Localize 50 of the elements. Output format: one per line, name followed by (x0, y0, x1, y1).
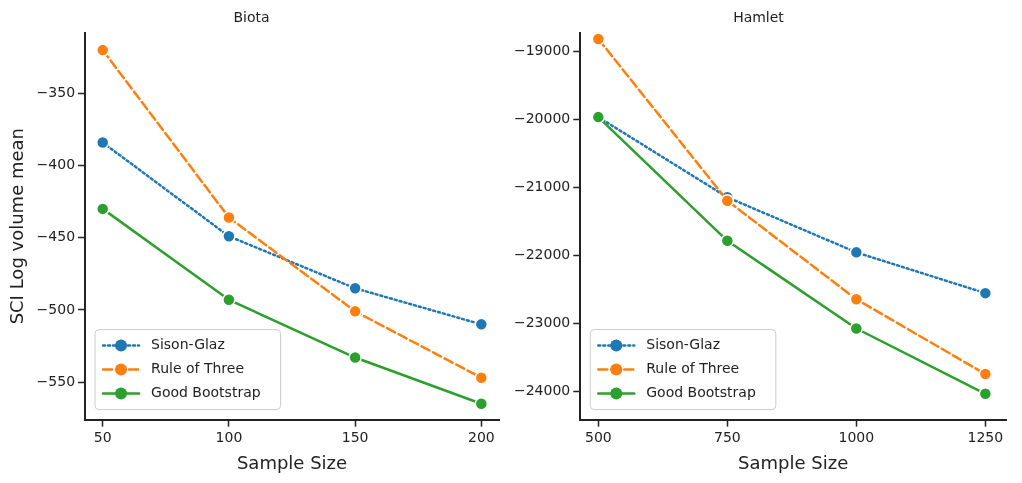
legend-label: Good Bootstrap (151, 384, 261, 401)
point (95, 135, 110, 150)
point (348, 281, 362, 296)
y-tick-label: −20000 (513, 110, 571, 127)
y-tick-label: −400 (36, 156, 76, 173)
point (849, 292, 864, 307)
point (849, 321, 864, 336)
x-tick-label: 1250 (967, 428, 1004, 445)
x-tick-label: 200 (467, 428, 495, 445)
point (348, 304, 362, 319)
x-tick-label: 50 (93, 428, 112, 445)
y-tick-label: −550 (36, 372, 76, 389)
point (222, 293, 236, 307)
point (474, 317, 489, 332)
legend-label: Rule of Three (151, 360, 245, 377)
y-tick-label: −21000 (513, 178, 571, 195)
y-axis-title: SCI Log volume mean (6, 128, 28, 325)
x-tick-label: 100 (215, 428, 243, 445)
point (474, 371, 489, 385)
x-tick-label: 1000 (838, 428, 875, 445)
x-tick-label: 500 (584, 428, 612, 445)
x-axis-title: Sample Size (738, 451, 849, 473)
point (849, 245, 864, 260)
chart-title: Biota (233, 9, 270, 26)
point (222, 229, 236, 244)
point (348, 350, 362, 365)
point (978, 286, 993, 300)
x-tick-label: 150 (341, 428, 369, 445)
y-tick-label: −22000 (513, 246, 571, 263)
point (591, 32, 606, 46)
legend-label: Rule of Three (646, 360, 740, 377)
point (222, 210, 236, 225)
y-tick-label: −500 (36, 300, 76, 317)
point (978, 367, 993, 381)
y-tick-label: −450 (36, 228, 76, 245)
point (95, 43, 110, 57)
x-axis-title: Sample Size (236, 451, 348, 473)
x-tick-label: 750 (713, 428, 741, 445)
legend-label: Sison-Glaz (151, 336, 225, 353)
y-tick-label: −19000 (513, 42, 571, 59)
point (720, 234, 735, 248)
y-tick-label: −24000 (513, 382, 571, 399)
y-tick-label: −350 (36, 84, 76, 101)
point (95, 202, 110, 216)
y-tick-label: −23000 (513, 314, 571, 331)
point (474, 396, 489, 411)
point (978, 387, 993, 401)
legend-label: Sison-Glaz (646, 336, 721, 353)
chart-title: Hamlet (733, 9, 785, 26)
legend-label: Good Bootstrap (646, 384, 756, 401)
